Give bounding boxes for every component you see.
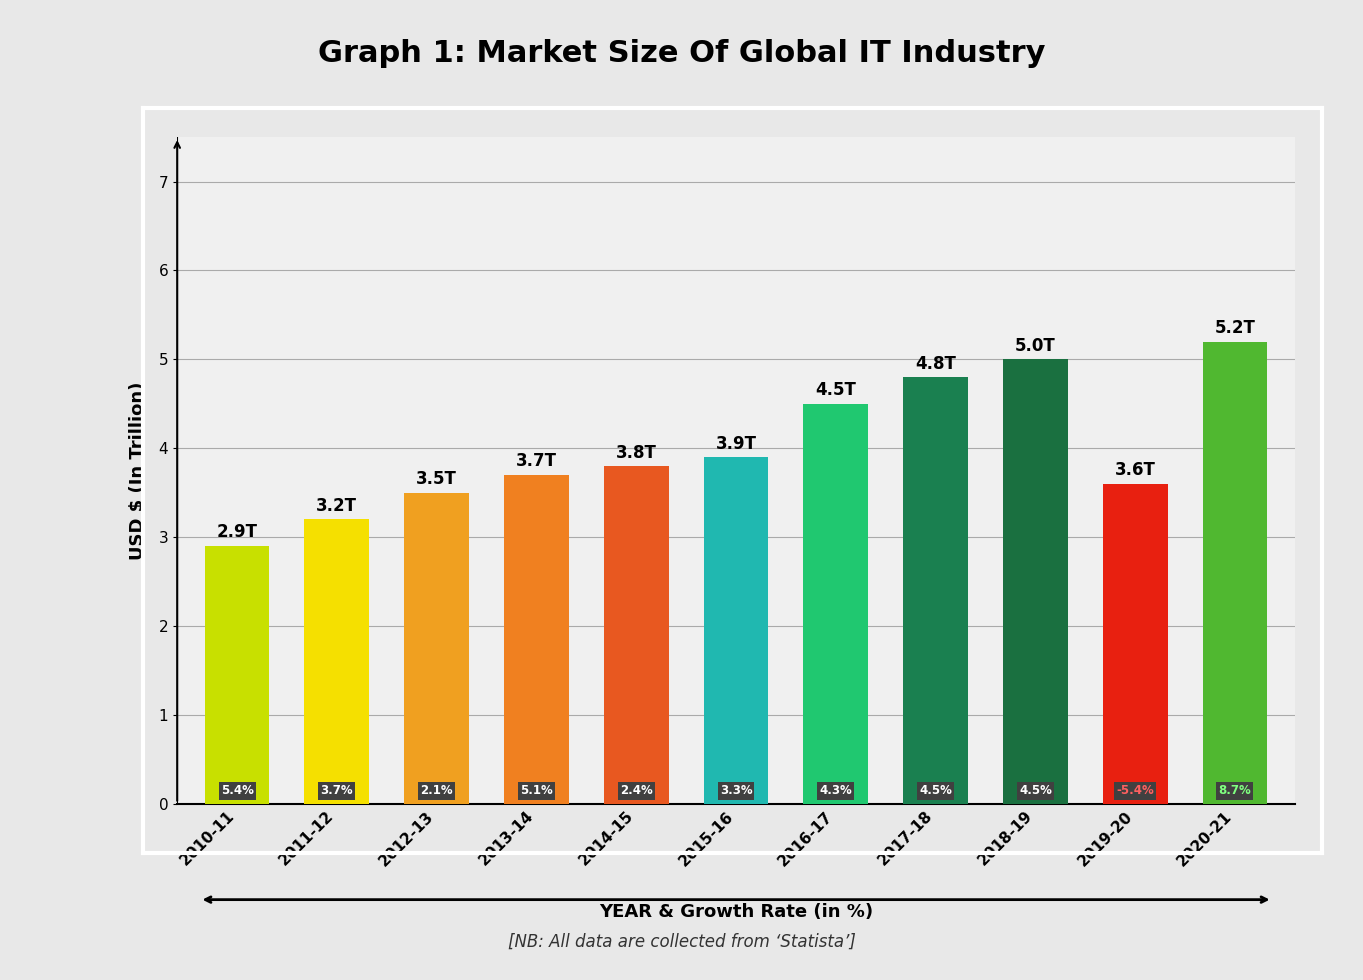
Text: 3.7%: 3.7% [320, 784, 353, 798]
Bar [405, 493, 469, 804]
Bar [504, 475, 568, 804]
Bar [1003, 360, 1067, 804]
Y-axis label: USD $ (In Trillion): USD $ (In Trillion) [129, 381, 147, 560]
Text: 5.1%: 5.1% [521, 784, 553, 798]
Text: 3.9T: 3.9T [716, 434, 756, 453]
Bar [1103, 484, 1168, 804]
Text: 4.5T: 4.5T [815, 381, 856, 399]
Bar [703, 457, 769, 804]
Text: Graph 1: Market Size Of Global IT Industry: Graph 1: Market Size Of Global IT Indust… [318, 39, 1045, 69]
Text: 4.5%: 4.5% [1020, 784, 1052, 798]
Text: 3.5T: 3.5T [416, 470, 457, 488]
Text: [NB: All data are collected from ‘Statista’]: [NB: All data are collected from ‘Statis… [507, 933, 856, 951]
Text: 4.8T: 4.8T [915, 355, 955, 372]
Text: 5.4%: 5.4% [221, 784, 254, 798]
Text: -5.4%: -5.4% [1116, 784, 1154, 798]
Text: 2.9T: 2.9T [217, 523, 258, 542]
Text: 3.7T: 3.7T [517, 453, 557, 470]
Text: 3.3%: 3.3% [720, 784, 752, 798]
Text: 4.3%: 4.3% [819, 784, 852, 798]
Text: YEAR & Growth Rate (in %): YEAR & Growth Rate (in %) [598, 903, 874, 920]
Bar [304, 519, 369, 804]
Text: 3.8T: 3.8T [616, 444, 657, 462]
Bar [204, 546, 270, 804]
Text: 5.2T: 5.2T [1214, 319, 1255, 337]
Text: 5.0T: 5.0T [1015, 337, 1056, 355]
Bar [803, 404, 868, 804]
Text: 3.2T: 3.2T [316, 497, 357, 514]
Text: 8.7%: 8.7% [1219, 784, 1251, 798]
Text: 2.1%: 2.1% [420, 784, 453, 798]
Bar [1202, 342, 1268, 804]
Bar [904, 377, 968, 804]
Text: 2.4%: 2.4% [620, 784, 653, 798]
Text: 3.6T: 3.6T [1115, 462, 1156, 479]
Bar [604, 466, 669, 804]
Text: 4.5%: 4.5% [919, 784, 951, 798]
